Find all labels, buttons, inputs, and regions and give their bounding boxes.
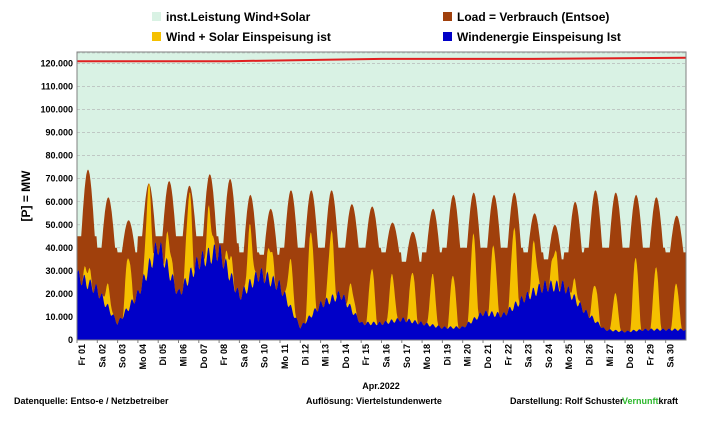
x-tick-label: Do 14 — [341, 344, 351, 369]
legend-swatch-installed — [152, 12, 161, 21]
x-tick-label: Fr 15 — [361, 344, 371, 366]
x-tick-label: Fr 08 — [219, 344, 229, 366]
footer-resolution: Auflösung: Viertelstundenwerte — [306, 396, 442, 406]
y-axis-ticks: 0 10.000 20.000 30.000 40.000 50.000 60.000 70.… — [40, 59, 73, 345]
x-tick-label: Mi 20 — [463, 344, 473, 367]
x-tick-label: Do 07 — [199, 344, 209, 369]
y-tick-label: 0 — [68, 335, 73, 345]
x-tick-label: Mo 11 — [280, 344, 290, 369]
footer-source: Datenquelle: Entso-e / Netzbetreiber — [14, 396, 169, 406]
y-axis-label: [P] = MW — [19, 170, 33, 222]
x-tick-label: Mo 25 — [564, 344, 574, 370]
x-tick-label: Mi 13 — [321, 344, 331, 367]
y-tick-label: 20.000 — [45, 289, 73, 299]
y-tick-label: 30.000 — [45, 266, 73, 276]
y-tick-label: 50.000 — [45, 220, 73, 230]
footer-author: Darstellung: Rolf Schuster — [510, 396, 624, 406]
y-tick-label: 10.000 — [45, 312, 73, 322]
x-tick-label: Mi 27 — [605, 344, 615, 367]
footer-brand-part1: Vernunft — [622, 396, 659, 406]
legend-label-installed: inst.Leistung Wind+Solar — [166, 10, 311, 24]
x-tick-label: Do 28 — [625, 344, 635, 369]
legend-label-load: Load = Verbrauch (Entsoe) — [457, 10, 609, 24]
x-axis-ticks: Fr 01 Sa 02 So 03 Mo 04 Di 05 Mi 06 Do 07 Fr 08… — [76, 340, 676, 370]
legend-label-wind: Windenergie Einspeisung Ist — [457, 30, 621, 44]
footer: Datenquelle: Entso-e / Netzbetreiber Auf… — [14, 396, 678, 406]
x-tick-label: Do 21 — [483, 344, 493, 369]
legend-swatch-load — [443, 12, 452, 21]
x-tick-label: Sa 09 — [239, 344, 249, 368]
y-tick-label: 90.000 — [45, 128, 73, 138]
x-tick-label: Sa 23 — [524, 344, 534, 368]
x-tick-label: Di 12 — [300, 344, 310, 366]
x-tick-label: Fr 22 — [503, 344, 513, 366]
y-tick-label: 100.000 — [40, 105, 73, 115]
x-tick-label: Sa 02 — [97, 344, 107, 368]
x-tick-label: So 17 — [402, 344, 412, 368]
y-tick-label: 80.000 — [45, 151, 73, 161]
wind-area — [77, 241, 686, 340]
x-tick-label: Mi 06 — [179, 344, 189, 367]
y-tick-label: 110.000 — [41, 82, 73, 92]
x-axis-label: Apr.2022 — [362, 381, 400, 391]
x-tick-label: Di 05 — [158, 344, 168, 366]
y-tick-label: 70.000 — [45, 174, 73, 184]
x-tick-label: So 03 — [118, 344, 128, 368]
installed-capacity-line — [77, 56, 687, 63]
x-tick-label: Sa 16 — [382, 344, 392, 368]
y-tick-label: 60.000 — [45, 197, 73, 207]
x-tick-label: Di 26 — [585, 344, 595, 366]
y-tick-label: 40.000 — [45, 243, 73, 253]
footer-brand: Vernunftkraft — [622, 396, 678, 406]
x-tick-label: Mo 04 — [138, 344, 148, 370]
x-tick-label: Fr 29 — [645, 344, 655, 366]
legend: inst.Leistung Wind+Solar Load = Verbrauc… — [152, 10, 621, 44]
legend-swatch-wind — [443, 32, 452, 41]
footer-brand-part2: kraft — [659, 396, 679, 406]
x-tick-label: Fr 01 — [77, 344, 87, 366]
plot-area — [76, 51, 687, 341]
legend-label-windsolar: Wind + Solar Einspeisung ist — [166, 30, 331, 44]
x-tick-label: Di 19 — [442, 344, 452, 366]
x-tick-label: So 24 — [544, 344, 554, 368]
x-tick-label: Mo 18 — [422, 344, 432, 370]
y-tick-label: 120.000 — [40, 59, 73, 69]
legend-swatch-windsolar — [152, 32, 161, 41]
x-tick-label: So 10 — [260, 344, 270, 368]
x-tick-label: Sa 30 — [666, 344, 676, 368]
